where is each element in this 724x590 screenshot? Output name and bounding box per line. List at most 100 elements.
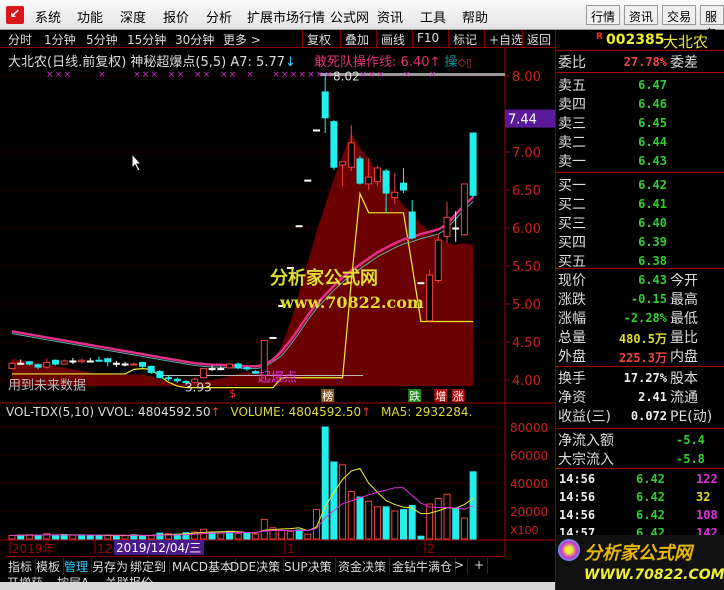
candle[interactable] xyxy=(34,363,42,370)
candle[interactable] xyxy=(208,365,216,371)
candle[interactable] xyxy=(426,269,434,323)
menu-formula-net[interactable]: 公式网 xyxy=(330,11,370,26)
candle[interactable] xyxy=(347,125,355,171)
candle[interactable] xyxy=(8,361,16,370)
menu-function[interactable]: 功能 xyxy=(77,11,104,26)
tab-12[interactable]: + xyxy=(471,558,489,574)
banner-ad[interactable]: 分析家公式网 WWW.70822.COM xyxy=(556,535,724,590)
candle[interactable] xyxy=(156,370,164,379)
candle[interactable] xyxy=(60,359,68,365)
tab-6[interactable]: MACD基本 xyxy=(169,558,236,574)
service-button[interactable]: 服务 xyxy=(700,5,724,41)
menu-quote[interactable]: 报价 xyxy=(163,11,190,26)
tab-1[interactable]: 指标 xyxy=(5,558,37,574)
candle[interactable] xyxy=(25,361,33,366)
app-logo-icon[interactable]: ↙ xyxy=(6,6,24,24)
candle[interactable] xyxy=(304,179,312,182)
candle[interactable] xyxy=(278,305,286,308)
candle[interactable] xyxy=(226,363,233,369)
period-30min[interactable]: 30分钟 xyxy=(175,33,215,47)
tab-row2-3[interactable]: 关联报价 xyxy=(105,574,153,582)
tab-9[interactable]: 资金决策 xyxy=(335,558,391,574)
period-15min[interactable]: 15分钟 xyxy=(127,33,167,47)
candle[interactable] xyxy=(217,366,225,371)
candle[interactable] xyxy=(356,155,364,185)
candle[interactable] xyxy=(391,173,399,204)
candle[interactable] xyxy=(43,358,51,369)
candle[interactable] xyxy=(121,361,129,367)
candle[interactable] xyxy=(469,132,477,198)
candle[interactable] xyxy=(139,361,146,368)
candle[interactable] xyxy=(173,377,181,384)
candle[interactable] xyxy=(199,367,207,379)
f10-button[interactable]: F10 xyxy=(412,30,443,48)
tab-row2-1[interactable]: 开增获 xyxy=(7,574,43,582)
candle[interactable] xyxy=(78,358,86,364)
candle[interactable] xyxy=(286,267,294,270)
tab-11[interactable]: > xyxy=(451,558,469,574)
candle[interactable] xyxy=(182,380,190,386)
candle[interactable] xyxy=(321,74,329,133)
candle[interactable] xyxy=(400,167,407,194)
candle[interactable] xyxy=(373,165,381,187)
trade-button[interactable]: 交易 xyxy=(662,5,697,25)
candle[interactable] xyxy=(234,362,242,370)
candle[interactable] xyxy=(365,158,373,190)
candle[interactable] xyxy=(434,234,442,283)
tab-5[interactable]: 绑定到 xyxy=(127,558,171,574)
candle[interactable] xyxy=(17,359,25,365)
candle[interactable] xyxy=(382,168,390,213)
candle[interactable] xyxy=(313,129,320,132)
candle[interactable] xyxy=(130,362,138,366)
candle[interactable] xyxy=(330,120,338,171)
candle[interactable] xyxy=(95,356,103,362)
candle[interactable] xyxy=(104,357,112,367)
volume-bar xyxy=(156,532,164,540)
tab-2[interactable]: 模板 xyxy=(33,558,65,574)
period-more[interactable]: 更多 > xyxy=(223,33,261,47)
menu-tools[interactable]: 工具 xyxy=(420,11,447,26)
candle[interactable] xyxy=(69,357,77,365)
candle[interactable] xyxy=(165,375,173,381)
candle[interactable] xyxy=(243,366,251,371)
mark-button[interactable]: 标记 xyxy=(448,30,481,48)
menu-depth[interactable]: 深度 xyxy=(120,11,147,26)
candle[interactable] xyxy=(147,365,155,374)
tab-4[interactable]: 另存为 xyxy=(89,558,133,574)
tab-7[interactable]: DDE决策 xyxy=(227,558,285,574)
candle[interactable] xyxy=(269,336,277,339)
news-button[interactable]: 资讯 xyxy=(624,5,659,25)
candle[interactable] xyxy=(252,370,260,374)
candle[interactable] xyxy=(408,199,416,240)
candle[interactable] xyxy=(339,161,347,187)
tab-10[interactable]: 金钻牛满仓 xyxy=(389,558,457,574)
menu-help[interactable]: 帮助 xyxy=(462,11,489,26)
candle[interactable] xyxy=(86,357,94,363)
add-watchlist-button[interactable]: +自选 xyxy=(484,30,527,48)
period-intraday[interactable]: 分时 xyxy=(8,33,33,47)
candle[interactable] xyxy=(191,377,199,384)
candle[interactable] xyxy=(417,282,425,285)
candle[interactable] xyxy=(460,183,468,236)
tab-3[interactable]: 管理 xyxy=(61,558,93,574)
back-button[interactable]: 返回 xyxy=(522,30,555,48)
overlay-button[interactable]: 叠加 xyxy=(340,30,373,48)
menu-extended-market[interactable]: 扩展市场行情 xyxy=(247,11,326,26)
candle[interactable] xyxy=(260,339,268,377)
tab-8[interactable]: SUP决策 xyxy=(281,558,336,574)
candle[interactable] xyxy=(52,359,59,366)
draw-button[interactable]: 画线 xyxy=(376,30,409,48)
candle[interactable] xyxy=(112,361,120,368)
tab-row2-2[interactable]: 按层A xyxy=(57,574,89,582)
candle[interactable] xyxy=(295,225,303,228)
period-5min[interactable]: 5分钟 xyxy=(86,33,118,47)
menu-news[interactable]: 资讯 xyxy=(377,11,404,26)
chart-area[interactable]: 8.007.006.506.005.505.004.504.00× × × × × × × ×… xyxy=(0,48,555,556)
adjust-button[interactable]: 复权 xyxy=(302,30,335,48)
market-button[interactable]: 行情 xyxy=(586,5,621,25)
candle[interactable] xyxy=(443,202,451,244)
menu-analysis[interactable]: 分析 xyxy=(206,11,233,26)
period-1min[interactable]: 1分钟 xyxy=(44,33,76,47)
menu-system[interactable]: 系统 xyxy=(35,11,62,26)
candle[interactable] xyxy=(452,211,460,242)
